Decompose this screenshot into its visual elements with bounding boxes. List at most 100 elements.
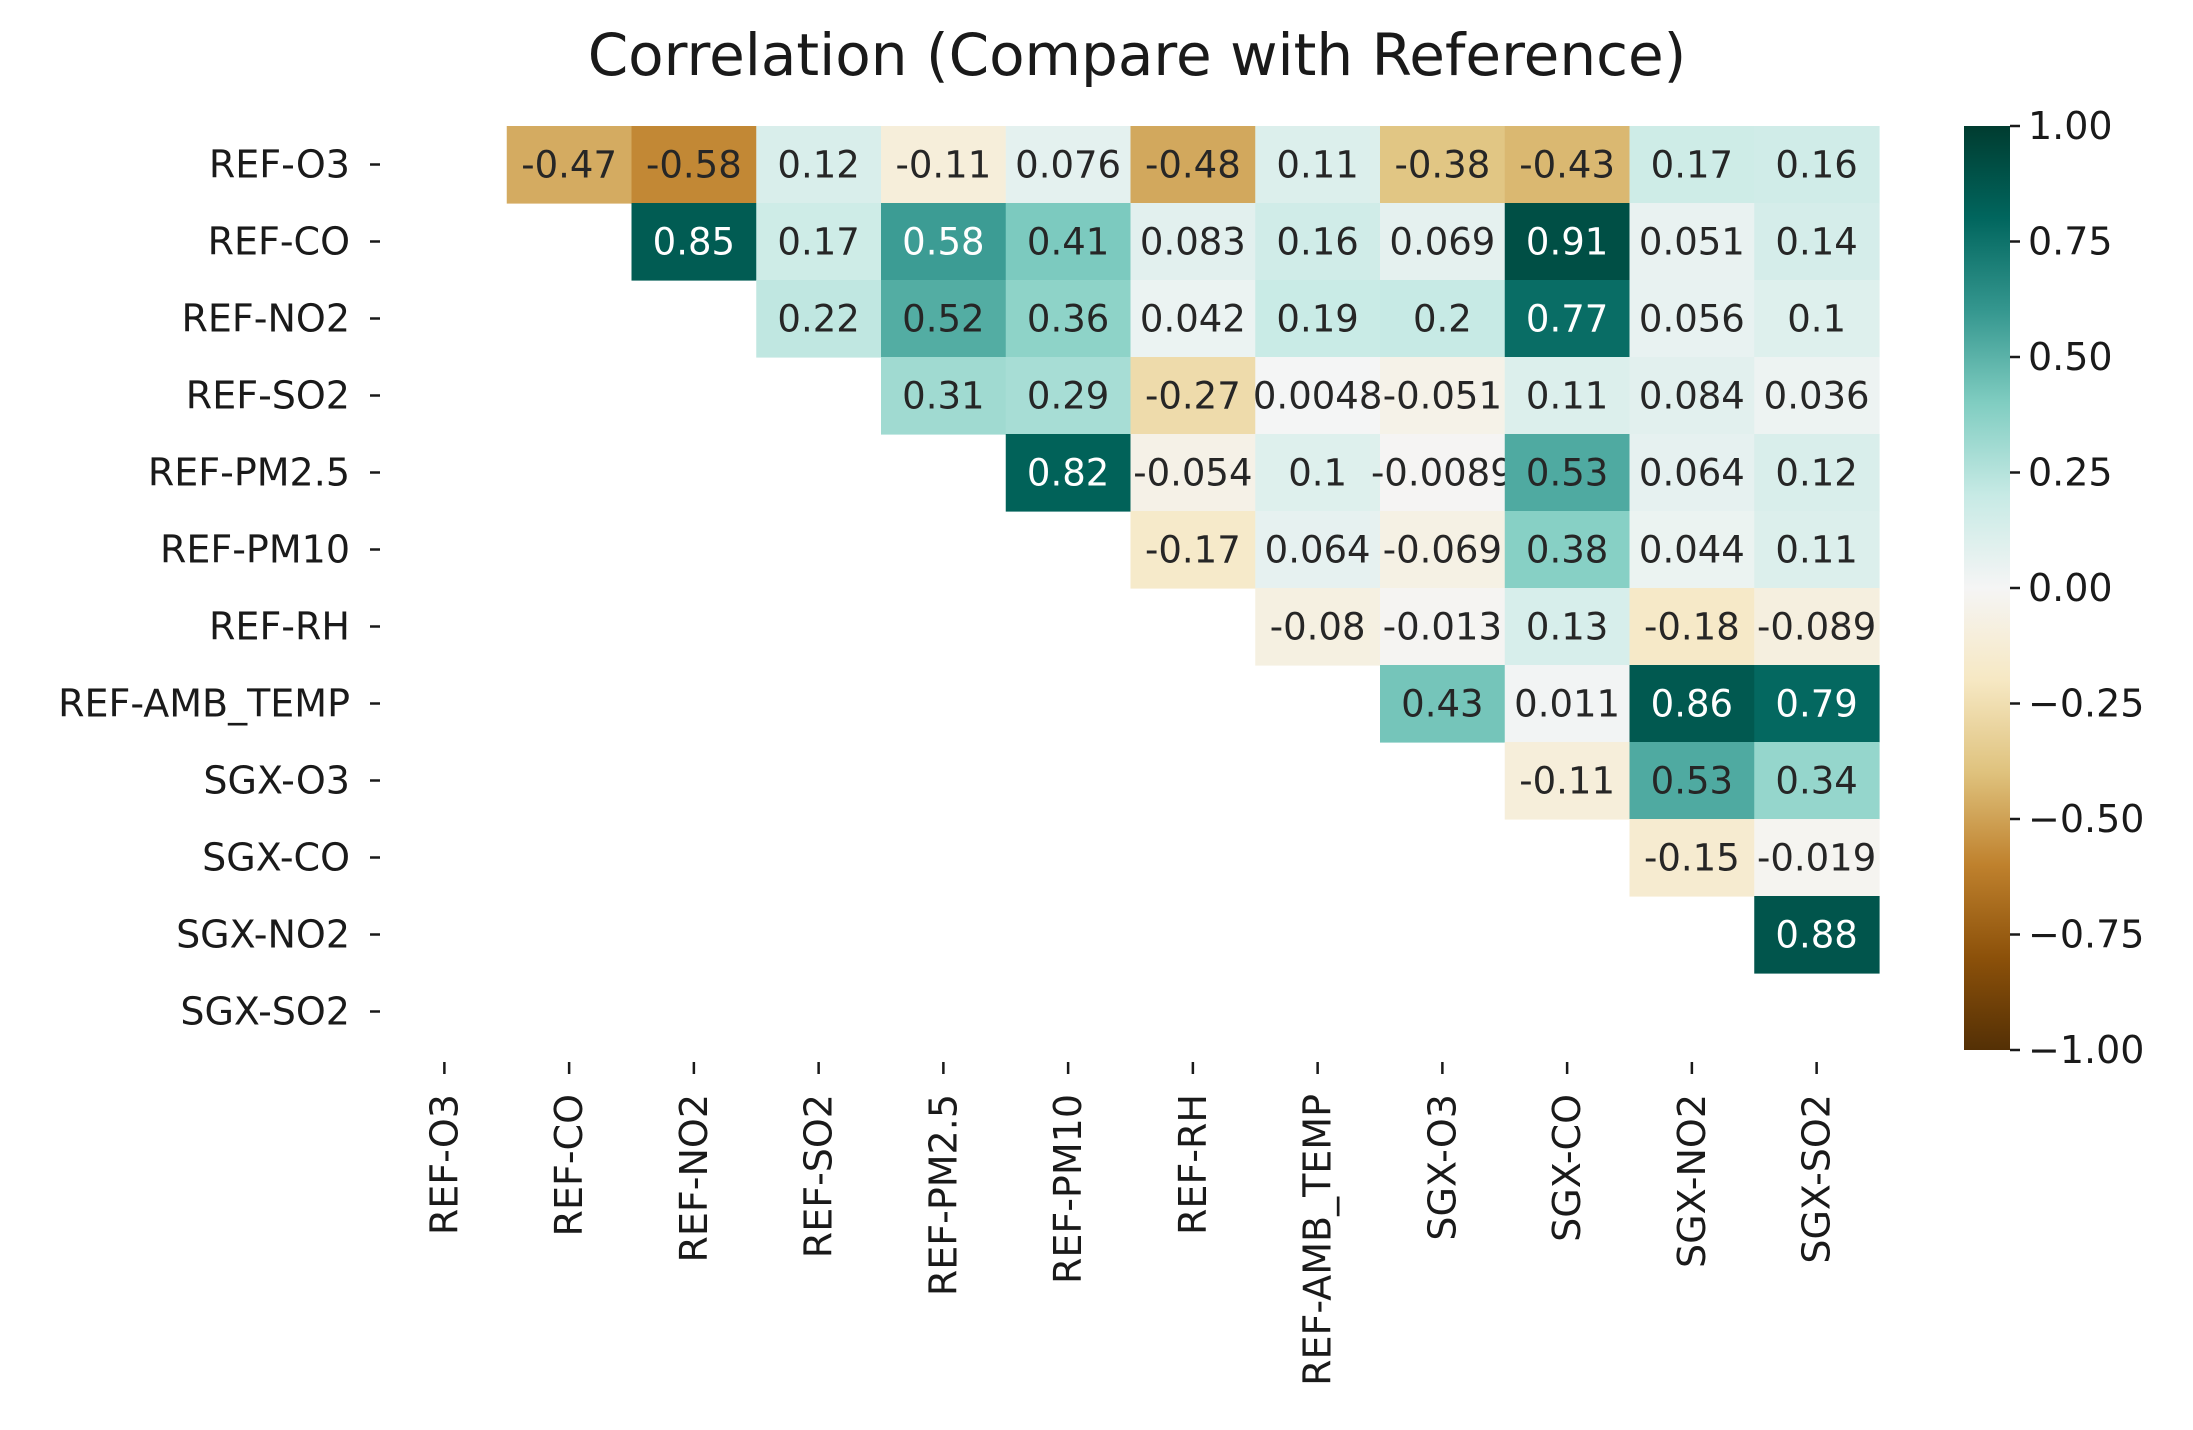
cell-value-label: 0.79: [1775, 683, 1857, 726]
heatmap-cell: [1754, 742, 1880, 820]
heatmap-cell: [1504, 434, 1631, 512]
cell-value-label: 0.91: [1526, 221, 1608, 264]
heatmap-cell: [881, 126, 1007, 204]
cell-value-label: 0.2: [1413, 298, 1472, 341]
colorbar-tick-label: −0.75: [2028, 913, 2144, 957]
heatmap-cell: [1005, 126, 1132, 204]
y-tick-label: SGX-SO2: [180, 990, 350, 1034]
x-axis: REF-O3 REF-CO REF-NO2 REF-SO2 REF-PM2.5 REF-P…: [422, 1062, 1839, 1386]
colorbar-tick-label: 0.50: [2028, 335, 2113, 379]
colorbar: 1.00 0.75 0.50 0.25 0.00 −0.25 −0.50 −0.75 −1.00: [1964, 104, 2144, 1072]
cell-value-label: 0.084: [1639, 375, 1745, 418]
cell-value-label: -0.58: [646, 144, 742, 187]
heatmap-cell: [1504, 126, 1631, 204]
colorbar-tick-label: 0.00: [2028, 566, 2113, 610]
heatmap-cell: [506, 126, 633, 204]
cell-value-label: 0.22: [777, 298, 859, 341]
colorbar-gradient: [1964, 126, 2010, 1050]
x-tick-label: REF-RH: [1171, 1094, 1215, 1235]
cell-value-label: 0.86: [1651, 683, 1733, 726]
x-tick-label: REF-O3: [422, 1094, 466, 1235]
colorbar-tick-label: −0.25: [2028, 682, 2144, 726]
cell-value-label: 0.064: [1265, 529, 1371, 572]
heatmap-cell: [1754, 357, 1880, 435]
heatmap-cell: [1504, 742, 1631, 820]
cell-value-label: 0.1: [1288, 452, 1347, 495]
heatmap-cell: [1754, 588, 1880, 666]
cell-value-label: -0.43: [1519, 144, 1615, 187]
heatmap-cell: [1504, 203, 1631, 281]
heatmap-cell: [1629, 742, 1755, 820]
cell-value-label: -0.08: [1270, 606, 1366, 649]
cell-value-label: -0.17: [1145, 529, 1241, 572]
heatmap-cell: [1130, 280, 1256, 358]
cell-value-label: -0.019: [1757, 837, 1876, 880]
heatmap-cell: [1005, 203, 1132, 281]
colorbar-tick-label: 0.75: [2028, 220, 2113, 264]
cell-value-label: 0.34: [1775, 760, 1857, 803]
heatmap-cell: [1629, 434, 1755, 512]
heatmap-cell: [1255, 203, 1381, 281]
heatmap-cell: [1255, 357, 1381, 435]
heatmap-cell: [631, 126, 757, 204]
y-tick-label: REF-RH: [209, 605, 350, 649]
heatmap-cell: [1130, 434, 1256, 512]
heatmap-cell: [1130, 126, 1256, 204]
cell-value-label: -0.18: [1644, 606, 1740, 649]
cell-value-label: 0.19: [1276, 298, 1358, 341]
heatmap-cell: [1130, 511, 1256, 589]
cell-value-label: 0.29: [1027, 375, 1109, 418]
heatmap-cell: [1629, 819, 1755, 897]
heatmap-cell: [1504, 665, 1631, 743]
cell-value-label: 0.85: [653, 221, 735, 264]
heatmap-cell: [1629, 588, 1755, 666]
cell-value-label: 0.12: [777, 144, 859, 187]
colorbar-tick-label: 0.25: [2028, 451, 2113, 495]
heatmap-cell: [1754, 280, 1880, 358]
heatmap-cells: -0.47 -0.58 0.12 -0.11 0.076 -0.48 0.11 -0.38 -0…: [506, 126, 1880, 974]
heatmap-cell: [1504, 357, 1631, 435]
cell-value-label: 0.77: [1526, 298, 1608, 341]
y-tick-label: SGX-NO2: [176, 913, 350, 957]
x-tick-label: SGX-SO2: [1795, 1094, 1839, 1264]
cell-value-label: 0.12: [1775, 452, 1857, 495]
x-tick-label: SGX-CO: [1545, 1094, 1589, 1242]
heatmap-cell: [756, 203, 882, 281]
cell-value-label: 0.069: [1389, 221, 1495, 264]
heatmap-cell: [1754, 126, 1880, 204]
cell-value-label: 0.011: [1514, 683, 1620, 726]
heatmap-cell: [1255, 280, 1381, 358]
heatmap-cell: [1504, 511, 1631, 589]
x-tick-label: REF-CO: [547, 1094, 591, 1236]
cell-value-label: 0.0048: [1253, 375, 1382, 418]
cell-value-label: 0.14: [1775, 221, 1857, 264]
heatmap-cell: [1754, 896, 1880, 974]
cell-value-label: -0.051: [1383, 375, 1502, 418]
cell-value-label: -0.11: [896, 144, 992, 187]
y-tick-label: REF-PM2.5: [148, 451, 350, 495]
x-tick-label: SGX-O3: [1420, 1094, 1464, 1241]
y-tick-label: REF-AMB_TEMP: [58, 682, 350, 726]
cell-value-label: 0.43: [1401, 683, 1483, 726]
heatmap-cell: [1130, 357, 1256, 435]
cell-value-label: 0.11: [1276, 144, 1358, 187]
cell-value-label: 0.16: [1775, 144, 1857, 187]
cell-value-label: -0.11: [1519, 760, 1615, 803]
cell-value-label: 0.11: [1775, 529, 1857, 572]
heatmap-cell: [756, 126, 882, 204]
cell-value-label: 0.17: [1651, 144, 1733, 187]
cell-value-label: 0.076: [1015, 144, 1121, 187]
heatmap-cell: [1130, 203, 1256, 281]
heatmap-cell: [1629, 357, 1755, 435]
cell-value-label: 0.38: [1526, 529, 1608, 572]
heatmap-cell: [881, 280, 1007, 358]
y-axis: REF-O3 REF-CO REF-NO2 REF-SO2 REF-PM2.5 REF-P…: [58, 143, 380, 1034]
cell-value-label: -0.0089: [1371, 452, 1514, 495]
cell-value-label: 0.1: [1787, 298, 1846, 341]
heatmap-cell: [1380, 665, 1506, 743]
heatmap-cell: [1629, 665, 1755, 743]
colorbar-tick-label: 1.00: [2028, 104, 2113, 148]
x-tick-label: REF-SO2: [797, 1094, 841, 1258]
heatmap-cell: [631, 203, 757, 281]
heatmap-cell: [881, 203, 1007, 281]
